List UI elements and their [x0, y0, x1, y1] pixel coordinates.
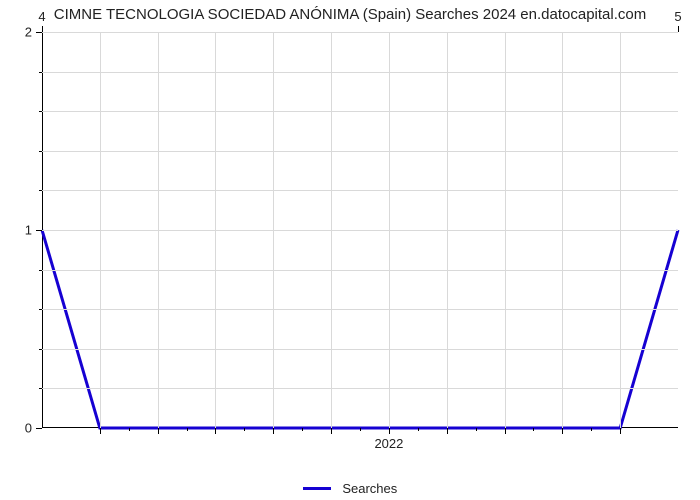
- tick-y-major: [36, 230, 42, 231]
- gridline-horizontal-minor: [42, 270, 678, 271]
- chart-title: CIMNE TECNOLOGIA SOCIEDAD ANÓNIMA (Spain…: [0, 6, 700, 23]
- tick-x-minor: [129, 428, 130, 431]
- tick-y-minor: [39, 309, 42, 310]
- tick-x-major: [331, 428, 332, 434]
- tick-x-major: [447, 428, 448, 434]
- tick-x-minor: [360, 428, 361, 431]
- tick-y-minor: [39, 190, 42, 191]
- tick-y-minor: [39, 72, 42, 73]
- tick-y-minor: [39, 388, 42, 389]
- gridline-horizontal-minor: [42, 72, 678, 73]
- gridline-horizontal-minor: [42, 309, 678, 310]
- tick-x-minor: [476, 428, 477, 431]
- gridline-horizontal-minor: [42, 151, 678, 152]
- tick-x-top: [678, 26, 679, 32]
- tick-y-minor: [39, 270, 42, 271]
- tick-x-major: [389, 428, 390, 434]
- tick-y-minor: [39, 111, 42, 112]
- tick-y-major: [36, 428, 42, 429]
- y-axis-label: 1: [25, 223, 32, 238]
- plot-area: 202201245: [42, 32, 678, 428]
- gridline-horizontal-minor: [42, 111, 678, 112]
- chart-container: CIMNE TECNOLOGIA SOCIEDAD ANÓNIMA (Spain…: [0, 0, 700, 500]
- tick-x-major: [215, 428, 216, 434]
- tick-x-major: [620, 428, 621, 434]
- tick-y-minor: [39, 151, 42, 152]
- tick-x-major: [562, 428, 563, 434]
- tick-x-minor: [533, 428, 534, 431]
- gridline-horizontal: [42, 32, 678, 33]
- tick-x-major: [100, 428, 101, 434]
- tick-x-minor: [591, 428, 592, 431]
- tick-x-minor: [302, 428, 303, 431]
- tick-x-top: [42, 26, 43, 32]
- legend-swatch: [303, 487, 331, 490]
- y-axis-label: 0: [25, 421, 32, 436]
- y-axis-label: 2: [25, 25, 32, 40]
- legend: Searches: [0, 480, 700, 496]
- tick-x-minor: [187, 428, 188, 431]
- legend-label: Searches: [342, 481, 397, 496]
- tick-y-minor: [39, 349, 42, 350]
- tick-x-minor: [244, 428, 245, 431]
- tick-y-major: [36, 32, 42, 33]
- gridline-horizontal-minor: [42, 388, 678, 389]
- tick-x-major: [505, 428, 506, 434]
- gridline-horizontal: [42, 230, 678, 231]
- tick-x-minor: [418, 428, 419, 431]
- tick-x-major: [158, 428, 159, 434]
- x-axis-label: 2022: [374, 436, 403, 451]
- gridline-horizontal-minor: [42, 190, 678, 191]
- gridline-horizontal-minor: [42, 349, 678, 350]
- tick-x-major: [273, 428, 274, 434]
